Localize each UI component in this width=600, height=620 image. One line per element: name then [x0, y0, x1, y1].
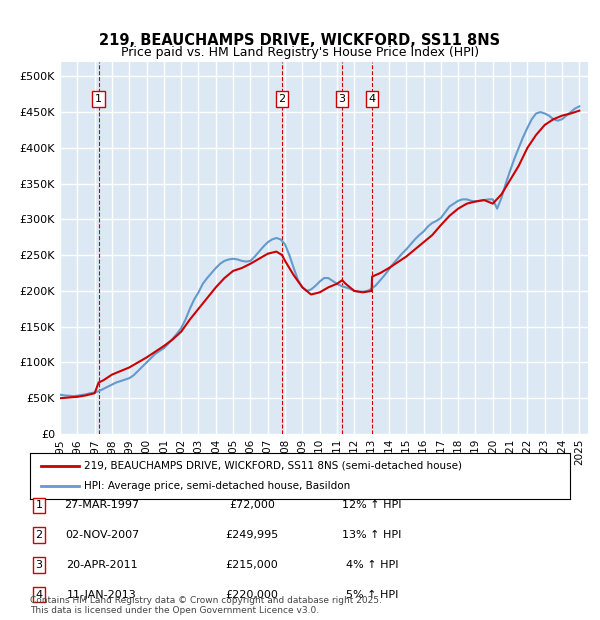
- Text: £72,000: £72,000: [229, 500, 275, 510]
- Text: £249,995: £249,995: [226, 530, 278, 540]
- Text: 1: 1: [95, 94, 102, 104]
- Text: 2: 2: [278, 94, 286, 104]
- Text: 13% ↑ HPI: 13% ↑ HPI: [343, 530, 401, 540]
- Text: 3: 3: [338, 94, 346, 104]
- Text: 219, BEAUCHAMPS DRIVE, WICKFORD, SS11 8NS: 219, BEAUCHAMPS DRIVE, WICKFORD, SS11 8N…: [100, 33, 500, 48]
- Text: 02-NOV-2007: 02-NOV-2007: [65, 530, 139, 540]
- Text: 27-MAR-1997: 27-MAR-1997: [64, 500, 140, 510]
- Text: Price paid vs. HM Land Registry's House Price Index (HPI): Price paid vs. HM Land Registry's House …: [121, 46, 479, 59]
- Text: 20-APR-2011: 20-APR-2011: [66, 560, 138, 570]
- Text: 4: 4: [35, 590, 43, 600]
- Text: 4% ↑ HPI: 4% ↑ HPI: [346, 560, 398, 570]
- Text: 1: 1: [35, 500, 43, 510]
- Text: 219, BEAUCHAMPS DRIVE, WICKFORD, SS11 8NS (semi-detached house): 219, BEAUCHAMPS DRIVE, WICKFORD, SS11 8N…: [84, 461, 462, 471]
- Text: £215,000: £215,000: [226, 560, 278, 570]
- Text: 5% ↑ HPI: 5% ↑ HPI: [346, 590, 398, 600]
- Text: £220,000: £220,000: [226, 590, 278, 600]
- Text: Contains HM Land Registry data © Crown copyright and database right 2025.
This d: Contains HM Land Registry data © Crown c…: [30, 596, 382, 615]
- Text: 3: 3: [35, 560, 43, 570]
- Text: 11-JAN-2013: 11-JAN-2013: [67, 590, 137, 600]
- Text: 2: 2: [35, 530, 43, 540]
- Text: 4: 4: [368, 94, 376, 104]
- Text: 12% ↑ HPI: 12% ↑ HPI: [342, 500, 402, 510]
- Text: HPI: Average price, semi-detached house, Basildon: HPI: Average price, semi-detached house,…: [84, 481, 350, 491]
